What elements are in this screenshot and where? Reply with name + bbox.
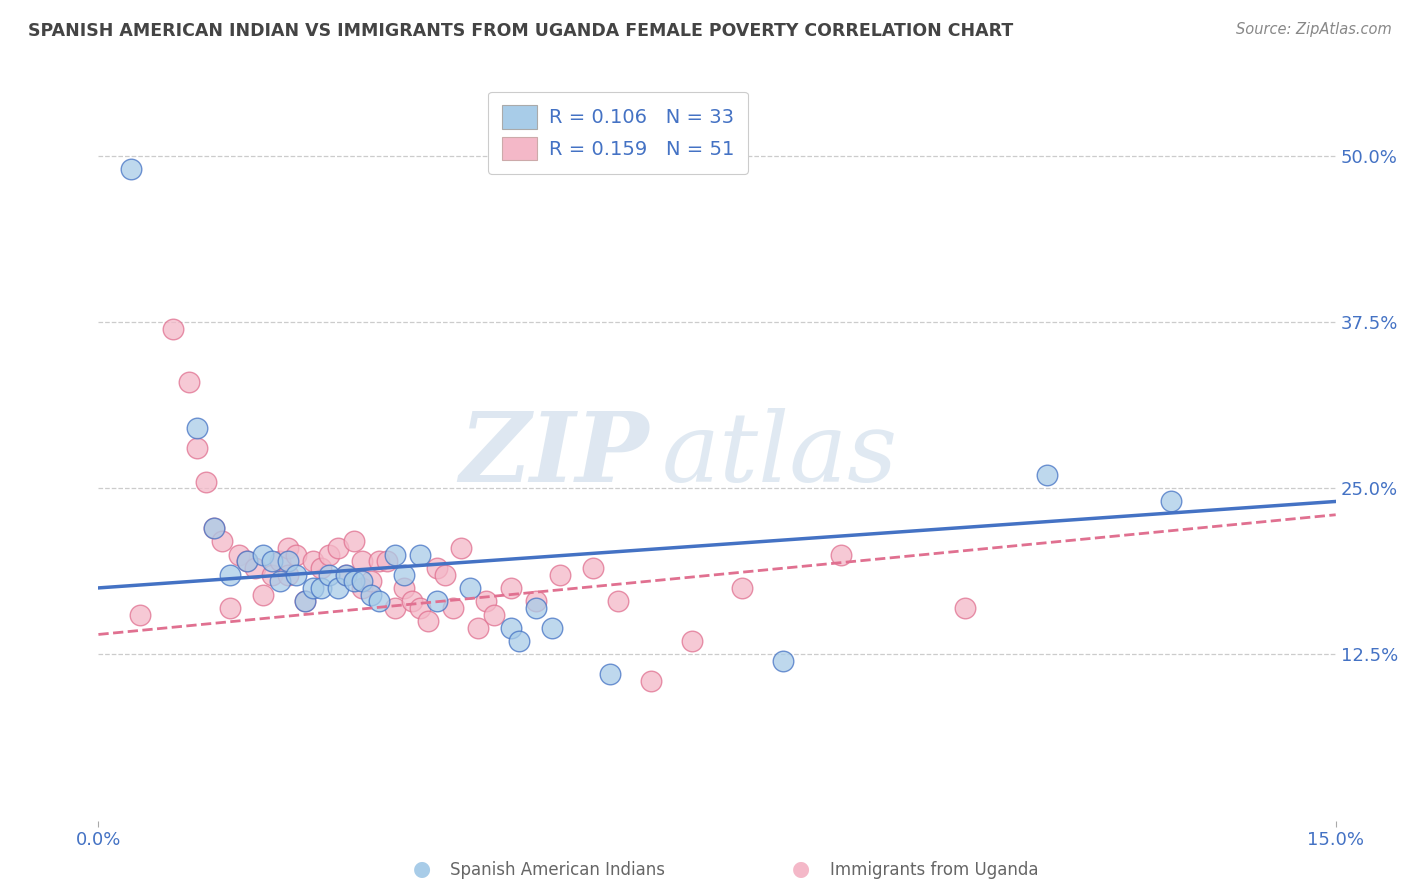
Point <box>1160 494 1182 508</box>
Text: ZIP: ZIP <box>460 408 650 502</box>
Point <box>211 534 233 549</box>
Point <box>458 581 481 595</box>
Point <box>219 600 242 615</box>
Point <box>120 161 142 176</box>
Point <box>236 554 259 568</box>
Point <box>375 554 398 568</box>
Point <box>335 567 357 582</box>
Point <box>367 594 389 608</box>
Point <box>1036 467 1059 482</box>
Point <box>582 561 605 575</box>
Point <box>194 475 217 489</box>
Point <box>450 541 472 555</box>
Point <box>285 548 308 562</box>
Point <box>550 567 572 582</box>
Point <box>179 375 201 389</box>
Point <box>433 567 456 582</box>
Point <box>252 588 274 602</box>
Point <box>426 594 449 608</box>
Point <box>343 574 366 589</box>
Point <box>599 667 621 681</box>
Point <box>318 548 340 562</box>
Point <box>277 554 299 568</box>
Point <box>302 554 325 568</box>
Point <box>318 567 340 582</box>
Point <box>409 548 432 562</box>
Point <box>499 621 522 635</box>
Point <box>508 634 530 648</box>
Point <box>352 574 374 589</box>
Point <box>401 594 423 608</box>
Point <box>607 594 630 608</box>
Point <box>269 554 291 568</box>
Text: ●: ● <box>413 859 430 879</box>
Point <box>236 554 259 568</box>
Text: Spanish American Indians: Spanish American Indians <box>450 861 665 879</box>
Point <box>830 548 852 562</box>
Point <box>277 567 299 582</box>
Point <box>309 561 332 575</box>
Point <box>731 581 754 595</box>
Point <box>326 541 349 555</box>
Point <box>302 581 325 595</box>
Point <box>484 607 506 622</box>
Text: Immigrants from Uganda: Immigrants from Uganda <box>830 861 1038 879</box>
Point <box>418 614 440 628</box>
Point <box>426 561 449 575</box>
Point <box>260 567 283 582</box>
Point <box>162 321 184 335</box>
Point <box>219 567 242 582</box>
Point <box>524 600 547 615</box>
Text: ●: ● <box>793 859 810 879</box>
Point <box>541 621 564 635</box>
Point <box>277 541 299 555</box>
Text: atlas: atlas <box>661 408 897 502</box>
Point <box>186 442 208 456</box>
Text: Source: ZipAtlas.com: Source: ZipAtlas.com <box>1236 22 1392 37</box>
Point <box>392 581 415 595</box>
Point <box>269 574 291 589</box>
Point <box>360 588 382 602</box>
Point <box>772 654 794 668</box>
Point <box>202 521 225 535</box>
Point <box>392 567 415 582</box>
Point <box>467 621 489 635</box>
Point <box>953 600 976 615</box>
Point <box>343 534 366 549</box>
Point <box>294 594 316 608</box>
Point <box>228 548 250 562</box>
Point <box>441 600 464 615</box>
Point <box>384 600 406 615</box>
Point <box>202 521 225 535</box>
Point <box>252 548 274 562</box>
Point <box>524 594 547 608</box>
Point <box>409 600 432 615</box>
Point <box>294 594 316 608</box>
Point <box>384 548 406 562</box>
Legend: R = 0.106   N = 33, R = 0.159   N = 51: R = 0.106 N = 33, R = 0.159 N = 51 <box>488 92 748 174</box>
Point <box>352 554 374 568</box>
Point <box>475 594 498 608</box>
Text: SPANISH AMERICAN INDIAN VS IMMIGRANTS FROM UGANDA FEMALE POVERTY CORRELATION CHA: SPANISH AMERICAN INDIAN VS IMMIGRANTS FR… <box>28 22 1014 40</box>
Point <box>285 567 308 582</box>
Point <box>681 634 703 648</box>
Point <box>640 673 662 688</box>
Point <box>335 567 357 582</box>
Point <box>352 581 374 595</box>
Point <box>243 561 266 575</box>
Point <box>309 581 332 595</box>
Point <box>499 581 522 595</box>
Y-axis label: Female Poverty: Female Poverty <box>0 391 8 519</box>
Point <box>360 574 382 589</box>
Point <box>326 581 349 595</box>
Point <box>260 554 283 568</box>
Point <box>128 607 150 622</box>
Point <box>367 554 389 568</box>
Point <box>186 421 208 435</box>
